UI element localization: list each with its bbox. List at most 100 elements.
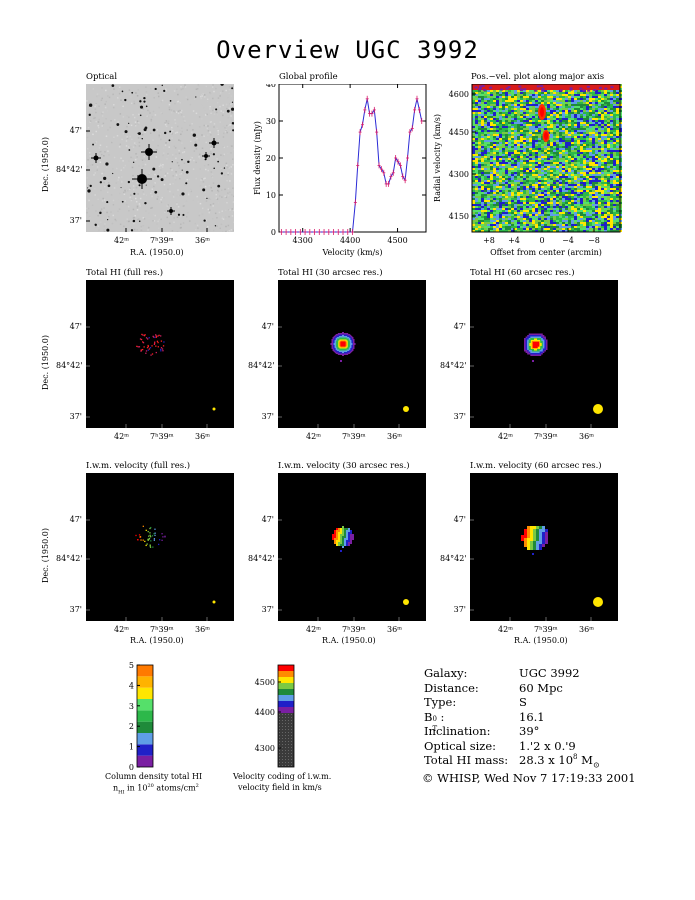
- ra-tick-label: 42ᵐ: [498, 625, 514, 634]
- panel-title-tot_full: Total HI (full res.): [86, 268, 164, 278]
- ra-tick-label: 7ʰ39ᵐ: [342, 432, 366, 441]
- ra-tick-label: 36ᵐ: [195, 625, 211, 634]
- posvel-chart: 4600 4450 4300 4150 +8 +4 0 −4 −8 Offset from cen…: [433, 84, 622, 257]
- sky-panel-iwm_60: [470, 473, 618, 621]
- info-value: S: [519, 695, 527, 709]
- colorbar-segment: [137, 755, 153, 767]
- panel-title-iwm_full: I.w.m. velocity (full res.): [86, 461, 191, 471]
- info-value: 1.'2 x 0.'9: [519, 738, 576, 753]
- dec-tick-label: 47': [69, 515, 82, 524]
- profile-point: [360, 121, 364, 128]
- dec-tick-label: 47': [69, 322, 82, 331]
- ra-tick-label: 42ᵐ: [306, 432, 322, 441]
- profile-point: [394, 155, 398, 161]
- profile-point: [332, 229, 336, 235]
- y-tick-label: 40: [266, 84, 276, 89]
- profile-point: [336, 229, 340, 235]
- info-value: 28.3 x 108 M⊙: [519, 753, 600, 770]
- info-value: UGC 3992: [519, 666, 580, 680]
- colorbar-tick-label: 4: [129, 681, 134, 690]
- ra-tick-label: 7ʰ39ᵐ: [342, 625, 366, 634]
- caption-sup: 20: [147, 783, 154, 789]
- dec-tick-label: 37': [261, 605, 274, 614]
- dec-tick-label: 84°42': [56, 165, 83, 174]
- panel-title-tot_30: Total HI (30 arcsec res.): [278, 268, 383, 278]
- profile-point: [408, 129, 412, 136]
- colorbar-segment: [137, 687, 153, 699]
- optical-image: [86, 84, 234, 232]
- panel-title-iwm_60: I.w.m. velocity (60 arcsec res.): [470, 461, 602, 471]
- profile-point: [372, 106, 376, 113]
- x-tick-label: −4: [562, 236, 574, 245]
- profile-point: [387, 180, 391, 187]
- profile-point: [403, 177, 407, 184]
- colorbar-segment: [137, 721, 153, 733]
- x-tick-label: 4300: [293, 236, 313, 245]
- dec-tick-label: 84°42': [248, 554, 275, 563]
- profile-point: [379, 166, 383, 173]
- profile-point: [401, 173, 405, 180]
- colorbar-tick-label: 5: [129, 661, 134, 670]
- y-tick-label: 0: [271, 228, 276, 237]
- y-axis-label: Flux density (mJy): [253, 121, 262, 195]
- dec-tick-label: 84°42': [56, 554, 83, 563]
- profile-point: [420, 118, 424, 124]
- dec-tick-label: 37': [261, 412, 274, 421]
- info-label: Distance:: [424, 680, 479, 695]
- colorbar-tick-label: 1: [129, 743, 134, 752]
- ra-tick-label: 7ʰ39ᵐ: [534, 625, 558, 634]
- profile-point: [363, 106, 367, 113]
- profile-point: [294, 229, 298, 235]
- colorbar-tick-label: 4500: [255, 678, 275, 687]
- info-label: Inclination:: [424, 724, 491, 738]
- colorbar-segment: [278, 689, 294, 695]
- profile-point: [356, 162, 360, 169]
- x-tick-label: 0: [539, 236, 544, 245]
- posvel-panel-title: Pos.−vel. plot along major axis: [471, 72, 605, 82]
- colorbar-segment: [278, 701, 294, 707]
- y-tick-label: 4300: [449, 170, 469, 179]
- colorbar-segment: [278, 683, 294, 689]
- ra-tick-label: 36ᵐ: [579, 432, 595, 441]
- profile-point: [413, 106, 417, 113]
- dec-axis-label: Dec. (1950.0): [41, 528, 50, 583]
- caption-end: atoms/cm: [153, 783, 196, 793]
- colorbar-segment: [278, 677, 294, 683]
- ra-tick-label: 42ᵐ: [114, 625, 130, 634]
- dec-tick-label: 47': [453, 515, 466, 524]
- colorbar-segment: [137, 665, 153, 677]
- dec-tick-label: 47': [453, 322, 466, 331]
- y-tick-label: 4600: [449, 90, 469, 99]
- colorbar-tick-label: 3: [129, 702, 134, 711]
- sky-panel-tot_30: [278, 280, 426, 428]
- footer-credit: © WHISP, Wed Nov 7 17:19:33 2001: [422, 771, 636, 785]
- dec-tick-label: 47': [261, 515, 274, 524]
- column-density-colorbar: 0 1 2 3 4 5: [129, 661, 154, 770]
- ra-axis-label: R.A. (1950.0): [322, 636, 376, 645]
- ra-tick-label: 36ᵐ: [195, 432, 211, 441]
- colorbar-segment: [278, 671, 294, 677]
- profile-point: [415, 95, 419, 102]
- optical-panel-title: Optical: [86, 72, 118, 82]
- profile-point: [382, 169, 386, 176]
- dec-tick-label: 84°42': [440, 361, 467, 370]
- profile-point: [327, 229, 331, 235]
- profile-point: [303, 229, 307, 235]
- x-tick-label: 4500: [387, 236, 407, 245]
- profile-point: [279, 229, 283, 235]
- y-tick-label: 10: [266, 191, 276, 200]
- colorbar-segment: [278, 707, 294, 713]
- caption-n: n: [113, 783, 119, 793]
- sky-panel-tot_60: [470, 280, 618, 428]
- profile-point: [346, 229, 350, 235]
- ra-axis-label: R.A. (1950.0): [514, 636, 568, 645]
- ra-axis-label: R.A. (1950.0): [130, 636, 184, 645]
- sky-panel-iwm_30: [278, 473, 426, 621]
- profile-point: [417, 106, 421, 113]
- global-profile-chart: 4300 4400 4500 0 10 20 30 40 Velocity (km/s) Flux…: [253, 84, 427, 257]
- x-axis-label: Offset from center (arcmin): [490, 248, 602, 257]
- panel-title-iwm_30: I.w.m. velocity (30 arcsec res.): [278, 461, 410, 471]
- dec-tick-label: 37': [453, 605, 466, 614]
- profile-point: [322, 229, 326, 235]
